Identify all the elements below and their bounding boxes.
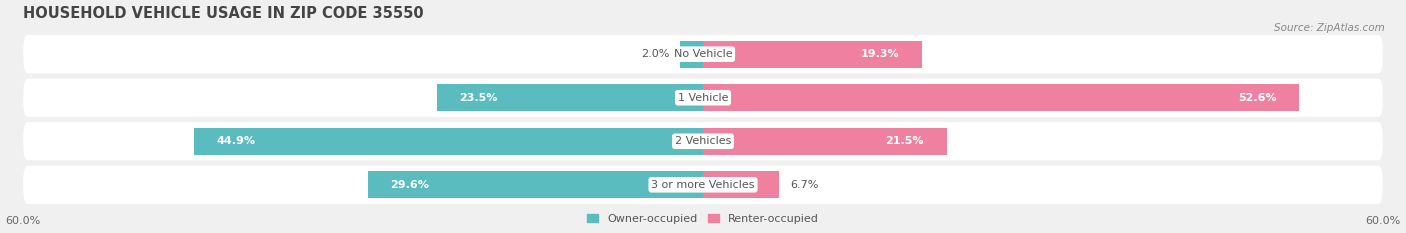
Bar: [194, 128, 703, 155]
Bar: [681, 41, 703, 68]
Text: 19.3%: 19.3%: [860, 49, 898, 59]
Text: 29.6%: 29.6%: [391, 180, 429, 190]
FancyBboxPatch shape: [22, 35, 1384, 73]
Text: 3 or more Vehicles: 3 or more Vehicles: [651, 180, 755, 190]
Bar: [437, 84, 703, 111]
FancyBboxPatch shape: [22, 166, 1384, 204]
FancyBboxPatch shape: [22, 122, 1384, 160]
Bar: [703, 171, 779, 198]
Bar: [703, 84, 1299, 111]
Text: 23.5%: 23.5%: [460, 93, 498, 103]
Text: Source: ZipAtlas.com: Source: ZipAtlas.com: [1274, 23, 1385, 33]
Text: 21.5%: 21.5%: [886, 136, 924, 146]
Text: 2 Vehicles: 2 Vehicles: [675, 136, 731, 146]
Bar: [703, 128, 946, 155]
Text: 2.0%: 2.0%: [641, 49, 669, 59]
Legend: Owner-occupied, Renter-occupied: Owner-occupied, Renter-occupied: [582, 209, 824, 228]
Text: 52.6%: 52.6%: [1237, 93, 1277, 103]
Bar: [703, 41, 922, 68]
Bar: [367, 171, 703, 198]
FancyBboxPatch shape: [22, 79, 1384, 117]
Text: No Vehicle: No Vehicle: [673, 49, 733, 59]
Text: 6.7%: 6.7%: [790, 180, 818, 190]
Text: HOUSEHOLD VEHICLE USAGE IN ZIP CODE 35550: HOUSEHOLD VEHICLE USAGE IN ZIP CODE 3555…: [22, 6, 423, 21]
Text: 44.9%: 44.9%: [217, 136, 256, 146]
Text: 1 Vehicle: 1 Vehicle: [678, 93, 728, 103]
